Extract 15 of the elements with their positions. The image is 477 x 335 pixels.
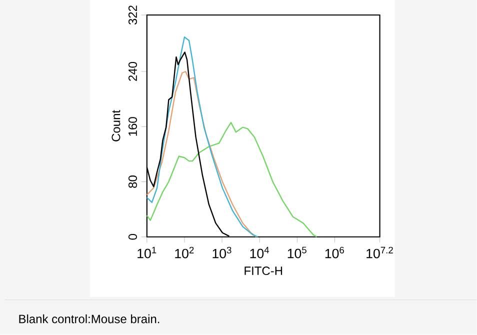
y-axis-title: Count	[112, 110, 120, 142]
x-tick-label: 10$^{4}$	[250, 246, 269, 258]
y-tick-label: 0	[128, 234, 137, 240]
y-tick-label: 80	[128, 176, 137, 188]
x-tick-label: 10$^{1}$	[138, 246, 156, 258]
y-tick-label: 322	[128, 6, 137, 25]
x-tick-label: 10$^{3}$	[212, 246, 232, 258]
x-axis-title: FITC-H	[244, 266, 282, 276]
x-tick-label: 10$^{2}$	[175, 246, 194, 258]
y-tick-label: 240	[128, 62, 137, 81]
x-tick-label: 10$^{7.2}$	[366, 246, 393, 258]
y-tick-label: 160	[128, 117, 137, 136]
x-tick-label: 10$^{5}$	[288, 246, 306, 258]
x-tick-label: 10$^{6}$	[325, 246, 344, 258]
text: Blank control:Mouse brain.	[19, 314, 160, 324]
